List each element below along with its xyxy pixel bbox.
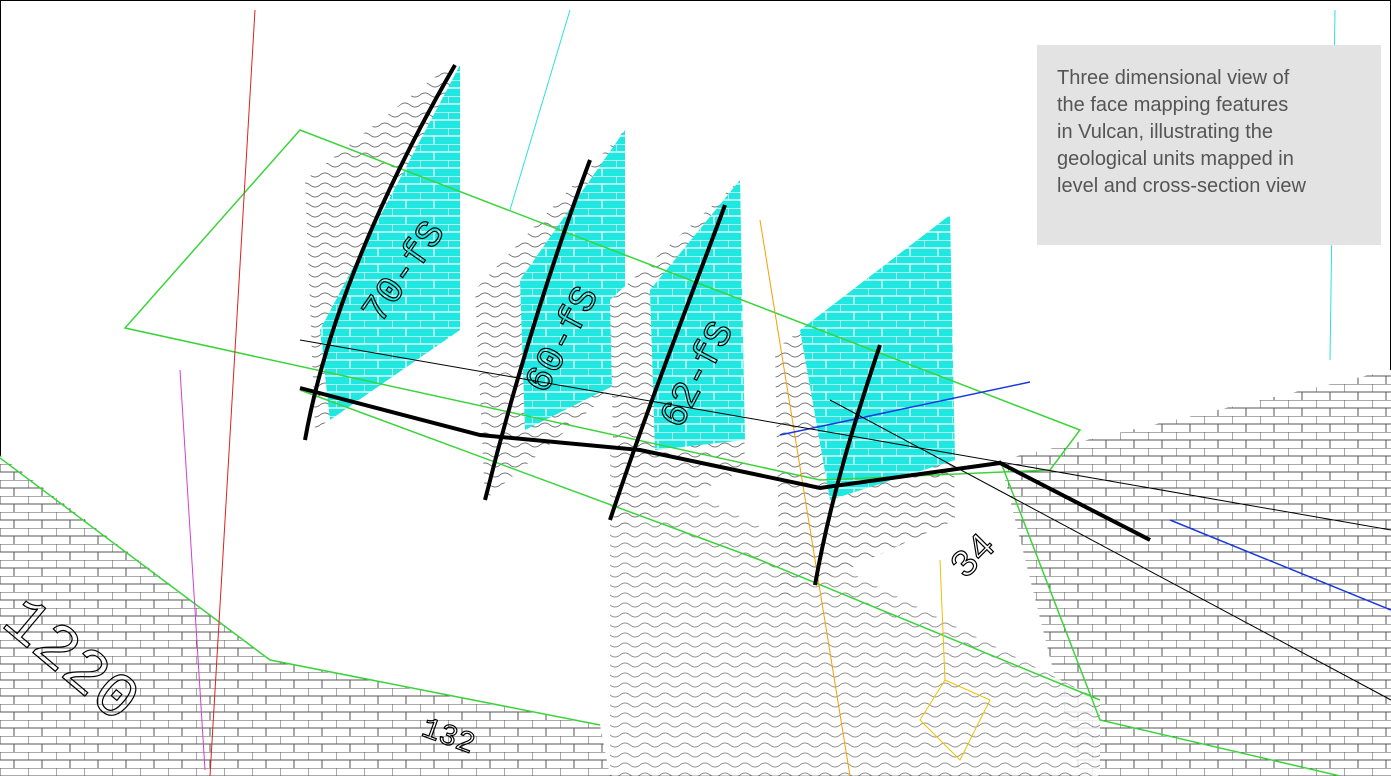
caption-line: Three dimensional view of (1057, 67, 1290, 89)
cross-sections (305, 65, 955, 600)
face-traces (299, 63, 1151, 586)
caption-line: level and cross-section view (1057, 175, 1306, 197)
caption-box: Three dimensional view of the face mappin… (1037, 45, 1381, 245)
outlines (0, 9, 1391, 776)
level-plans (0, 370, 1391, 776)
caption-line: in Vulcan, illustrating the (1057, 121, 1274, 143)
caption-line: geological units mapped in (1057, 148, 1294, 170)
caption-line: the face mapping features (1057, 94, 1289, 116)
level-label: 34 (943, 526, 1006, 589)
